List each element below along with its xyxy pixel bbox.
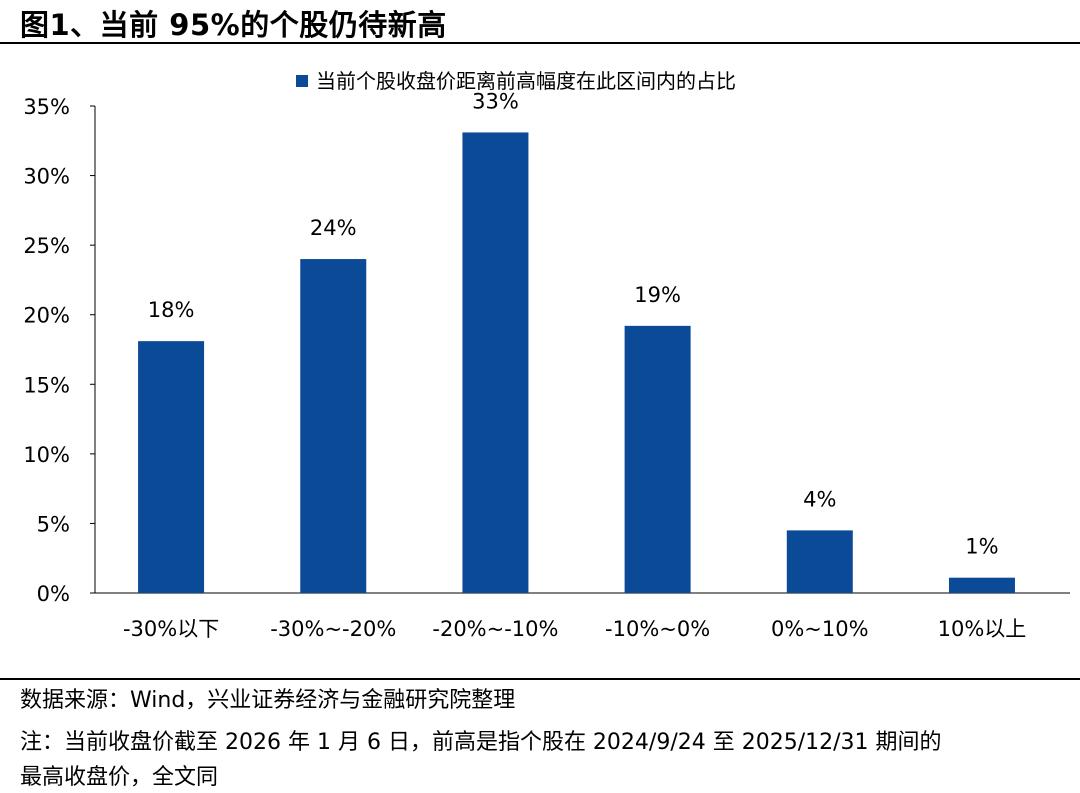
x-tick-label: -10%~0% [605,617,710,641]
data-label: 18% [148,298,195,322]
title-divider [0,42,1080,44]
data-label: 33% [472,89,519,113]
y-tick-label: 30% [23,165,70,189]
data-label: 19% [634,283,681,307]
footer-divider [0,678,1080,680]
footnote-line-2: 最高收盘价，全文同 [20,765,219,790]
source-note: 数据来源：Wind，兴业证券经济与金融研究院整理 [20,688,516,713]
x-tick-label: 10%以上 [938,617,1027,641]
figure-title: 图1、当前 95%的个股仍待新高 [20,8,447,42]
y-tick-label: 15% [23,373,70,397]
bar [786,530,853,593]
bar [624,325,691,593]
x-tick-label: -20%~-10% [432,617,558,641]
y-tick-label: 35% [23,95,70,119]
data-label: 1% [965,535,998,559]
data-label: 24% [310,216,357,240]
legend-swatch [296,75,308,87]
y-tick-label: 10% [23,443,70,467]
bar [462,132,529,594]
bar [300,259,367,593]
legend-label: 当前个股收盘价距离前高幅度在此区间内的占比 [316,69,736,93]
data-label: 4% [803,487,836,511]
y-tick-label: 5% [37,512,70,536]
y-tick-label: 20% [23,304,70,328]
x-tick-label: -30%以下 [123,617,219,641]
x-tick-label: -30%~-20% [270,617,396,641]
bar [138,341,205,593]
bar-chart: 当前个股收盘价距离前高幅度在此区间内的占比 0% 5% 10% 15% 20% 25% 30… [23,69,1070,641]
y-tick-label: 0% [37,582,70,606]
bar [948,577,1015,593]
x-tick-label: 0%~10% [771,617,869,641]
y-tick-label: 25% [23,234,70,258]
footnote-line-1: 注：当前收盘价截至 2026 年 1 月 6 日，前高是指个股在 2024/9/… [20,730,942,755]
